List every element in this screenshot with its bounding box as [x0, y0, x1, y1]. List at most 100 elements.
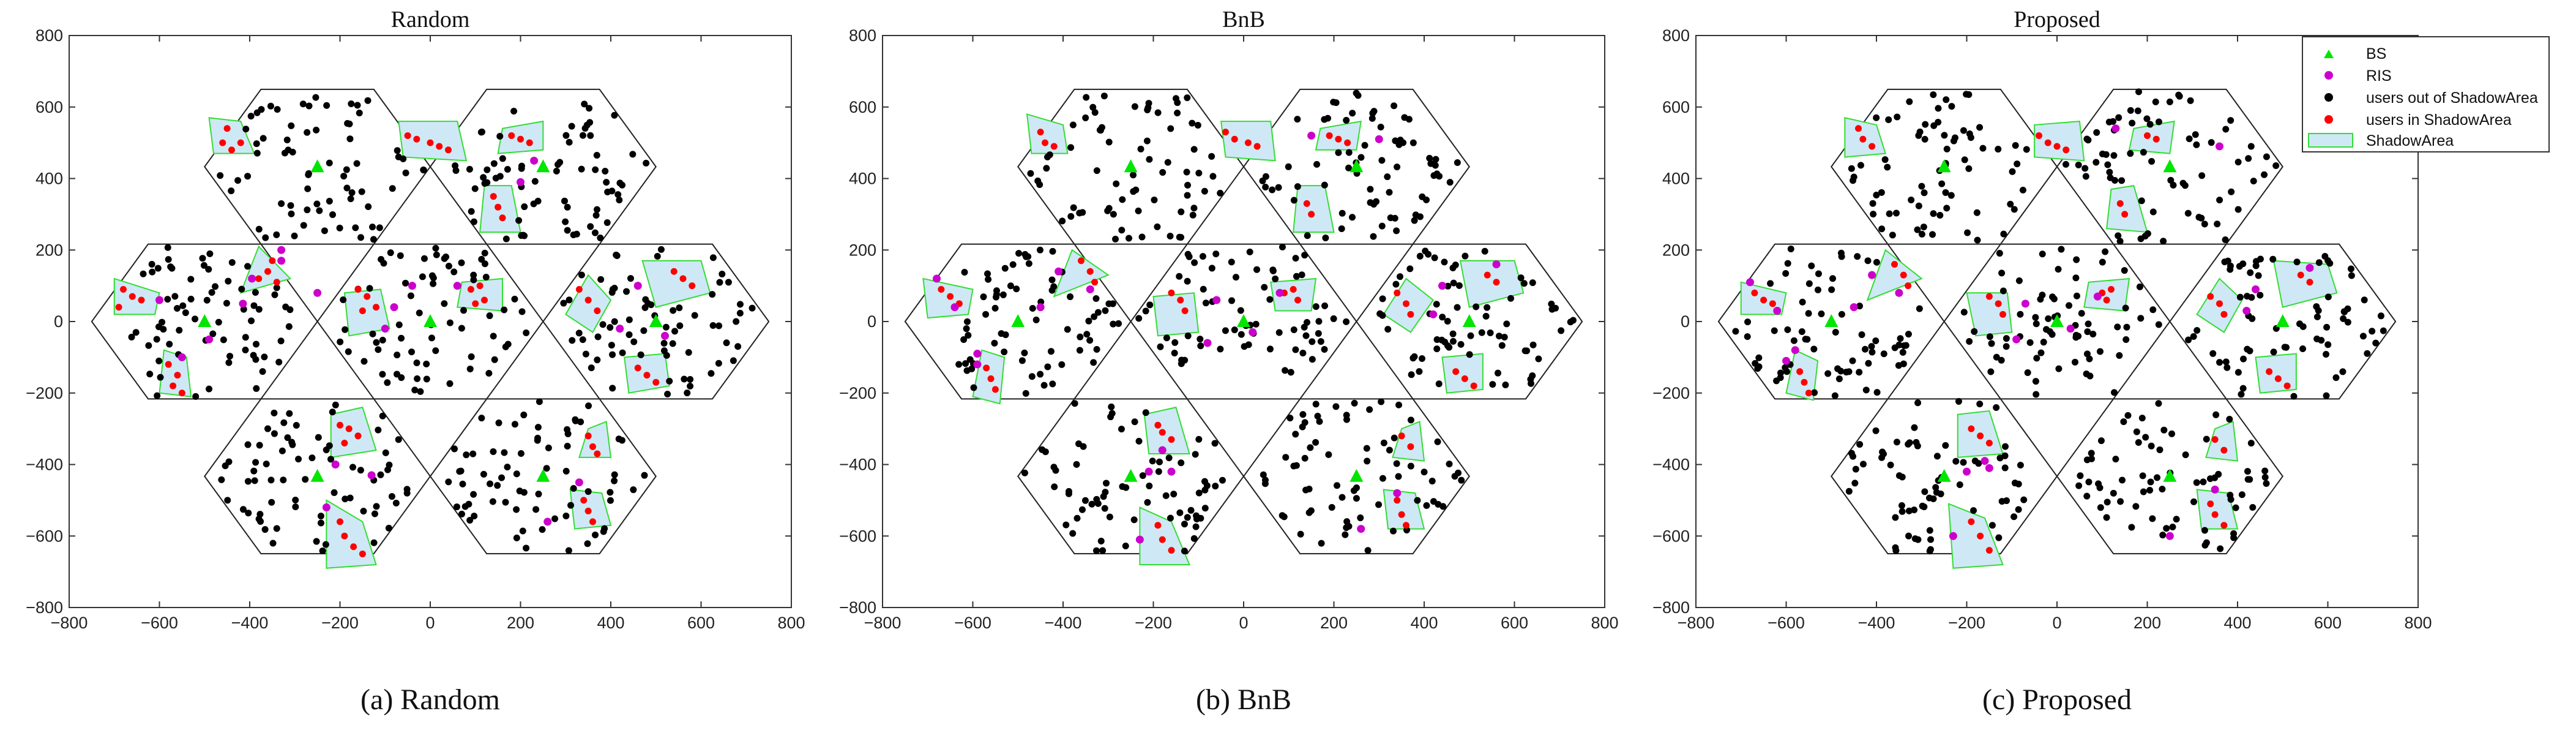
user-in-point — [341, 439, 348, 446]
user-out-point — [271, 291, 278, 298]
user-out-point — [2313, 303, 2320, 310]
user-out-point — [609, 385, 616, 392]
user-out-point — [498, 474, 506, 481]
user-out-point — [274, 106, 281, 113]
user-out-point — [1848, 165, 1855, 172]
user-out-point — [356, 109, 363, 116]
user-in-point — [219, 139, 226, 146]
user-out-point — [1988, 522, 1996, 529]
user-out-point — [534, 424, 542, 431]
user-out-point — [1732, 328, 1739, 335]
user-out-point — [2148, 442, 2155, 450]
user-out-point — [2299, 345, 2307, 352]
shadow-area — [1383, 489, 1425, 530]
user-in-point — [589, 518, 596, 525]
user-out-point — [502, 235, 510, 243]
user-out-point — [1083, 94, 1090, 101]
user-in-point — [2121, 211, 2129, 218]
user-in-point — [1154, 421, 1162, 429]
user-out-point — [1070, 204, 1077, 211]
user-out-point — [348, 100, 355, 107]
user-out-point — [1908, 197, 1915, 204]
user-out-point — [1964, 229, 1971, 236]
user-out-point — [504, 166, 511, 173]
user-in-point — [1995, 300, 2002, 307]
user-out-point — [1219, 476, 1226, 484]
user-out-point — [1966, 130, 1973, 137]
user-out-point — [1767, 280, 1774, 287]
user-out-point — [2193, 141, 2200, 148]
ris-point — [2242, 306, 2251, 315]
x-tick-label: −800 — [1678, 614, 1715, 632]
y-tick-label: 400 — [1662, 170, 1690, 188]
user-out-point — [1829, 275, 1837, 282]
user-out-point — [2240, 355, 2247, 363]
user-out-point — [1260, 471, 1267, 478]
user-out-point — [445, 263, 452, 270]
user-out-point — [2140, 149, 2147, 156]
user-out-point — [1880, 350, 1887, 358]
x-tick-label: 200 — [507, 614, 534, 632]
user-out-point — [962, 360, 969, 367]
user-out-point — [369, 224, 376, 231]
user-out-point — [384, 466, 392, 473]
legend-shadow-swatch — [2308, 133, 2353, 148]
user-in-point — [1760, 296, 1768, 304]
user-out-point — [2186, 135, 2193, 143]
panel-bnb: −800 −600 −400 −200 0 200 400 600 800−800−600−40… — [839, 7, 1618, 716]
user-out-point — [397, 252, 404, 260]
user-out-point — [2020, 496, 2028, 503]
user-out-point — [1933, 453, 1941, 460]
user-out-point — [1494, 369, 1501, 377]
user-out-point — [468, 353, 475, 361]
user-out-point — [1190, 146, 1198, 153]
user-out-point — [1952, 457, 1960, 465]
user-out-point — [2187, 97, 2194, 104]
user-out-point — [1520, 280, 1528, 287]
user-out-point — [268, 499, 275, 506]
user-out-point — [1189, 119, 1196, 127]
user-out-point — [1450, 279, 1457, 287]
user-out-point — [1146, 156, 1153, 163]
user-in-point — [2220, 522, 2228, 529]
user-out-point — [1364, 547, 1372, 554]
user-out-point — [1454, 304, 1461, 311]
user-out-point — [670, 307, 677, 314]
user-out-point — [2026, 339, 2034, 346]
user-out-point — [2141, 232, 2149, 239]
x-tick-label: −400 — [1045, 614, 1082, 632]
user-out-point — [1885, 116, 1892, 123]
user-out-point — [287, 202, 294, 209]
user-out-point — [461, 503, 469, 510]
user-out-point — [1843, 369, 1850, 376]
user-out-point — [2138, 197, 2145, 205]
user-out-point — [395, 436, 402, 443]
user-out-point — [1502, 381, 1509, 388]
shadow-area — [1139, 506, 1191, 565]
user-out-point — [2227, 492, 2234, 499]
user-out-point — [153, 336, 160, 343]
user-in-point — [1977, 432, 1984, 440]
user-out-point — [1122, 484, 1130, 491]
bs-point — [1937, 159, 1951, 173]
ris-point — [155, 296, 163, 304]
user-in-point — [679, 275, 687, 282]
user-out-point — [239, 506, 247, 513]
user-out-point — [608, 187, 616, 195]
user-out-point — [2281, 344, 2288, 351]
user-out-point — [1301, 323, 1308, 331]
user-out-point — [568, 122, 575, 130]
shadow-area — [2034, 121, 2085, 162]
user-out-point — [240, 306, 247, 313]
user-out-point — [330, 489, 338, 496]
ris-point — [973, 360, 982, 369]
user-out-point — [1366, 406, 1373, 413]
user-out-point — [2169, 523, 2176, 530]
user-out-point — [1073, 461, 1080, 468]
user-out-point — [1122, 542, 1129, 549]
ris-point — [408, 282, 416, 290]
user-out-point — [1771, 327, 1778, 334]
user-out-point — [2032, 378, 2039, 385]
ris-point — [950, 303, 959, 312]
user-out-point — [1077, 333, 1084, 341]
